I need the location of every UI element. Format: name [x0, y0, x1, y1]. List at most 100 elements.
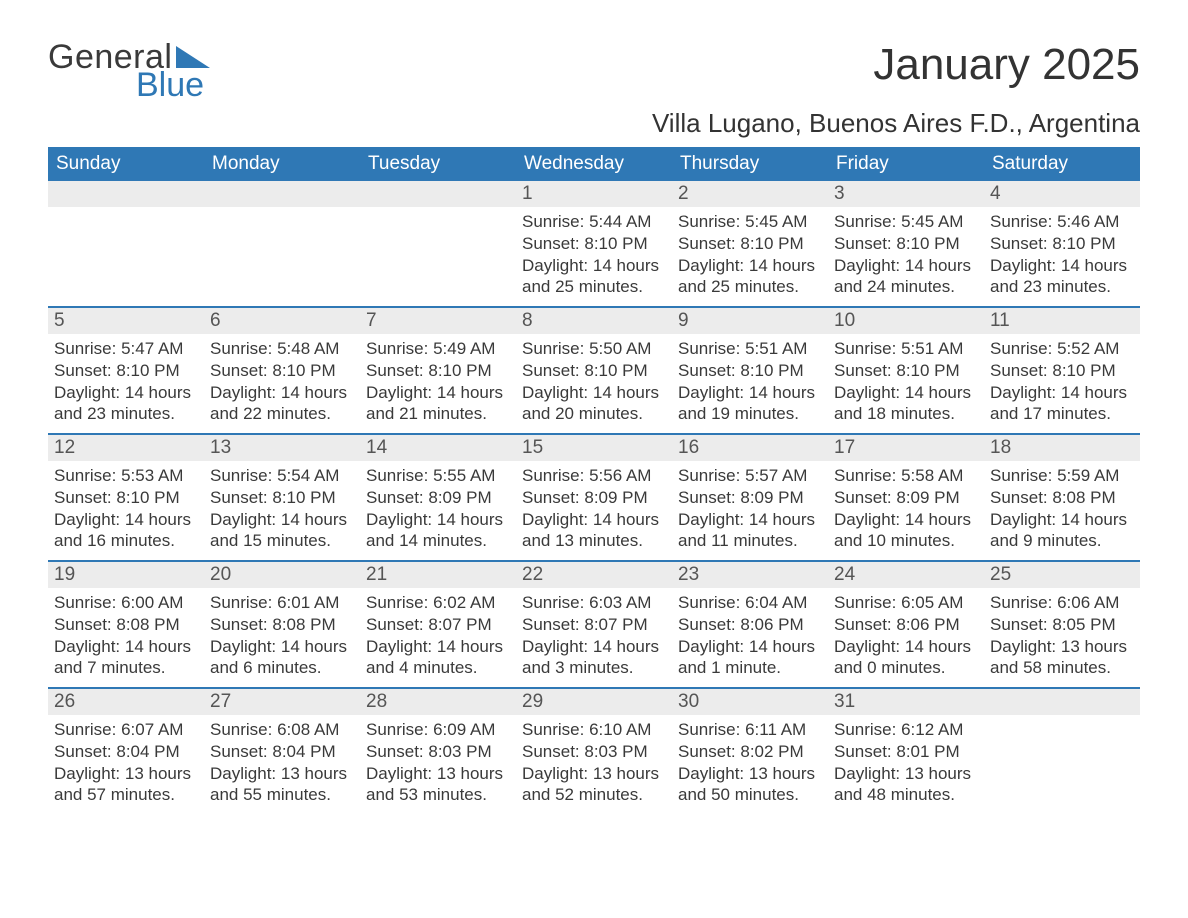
day-number: 11 — [984, 308, 1140, 334]
day-detail-line: and 50 minutes. — [678, 784, 822, 806]
day-detail-line: Daylight: 14 hours — [366, 509, 510, 531]
day-number: 19 — [48, 562, 204, 588]
day-detail-line: Sunset: 8:10 PM — [678, 360, 822, 382]
brand-triangle-icon — [176, 46, 210, 68]
day-detail-line: Daylight: 14 hours — [990, 509, 1134, 531]
day-detail-line: Sunset: 8:09 PM — [678, 487, 822, 509]
day-detail-line: Daylight: 14 hours — [834, 636, 978, 658]
day-details: Sunrise: 5:58 AMSunset: 8:09 PMDaylight:… — [828, 461, 984, 552]
day-detail-line: Sunrise: 6:00 AM — [54, 592, 198, 614]
day-details: Sunrise: 5:46 AMSunset: 8:10 PMDaylight:… — [984, 207, 1140, 298]
day-details: Sunrise: 6:00 AMSunset: 8:08 PMDaylight:… — [48, 588, 204, 679]
day-detail-line: and 22 minutes. — [210, 403, 354, 425]
day-number: 15 — [516, 435, 672, 461]
calendar-day: 19Sunrise: 6:00 AMSunset: 8:08 PMDayligh… — [48, 562, 204, 687]
calendar-page: General Blue January 2025 Villa Lugano, … — [0, 0, 1188, 854]
day-detail-line: Daylight: 13 hours — [678, 763, 822, 785]
day-detail-line: Sunrise: 6:04 AM — [678, 592, 822, 614]
day-detail-line: Daylight: 14 hours — [834, 382, 978, 404]
calendar-day: 6Sunrise: 5:48 AMSunset: 8:10 PMDaylight… — [204, 308, 360, 433]
day-detail-line: Daylight: 13 hours — [990, 636, 1134, 658]
day-details: Sunrise: 6:12 AMSunset: 8:01 PMDaylight:… — [828, 715, 984, 806]
day-detail-line: Daylight: 14 hours — [678, 382, 822, 404]
day-number: 26 — [48, 689, 204, 715]
calendar-day: 24Sunrise: 6:05 AMSunset: 8:06 PMDayligh… — [828, 562, 984, 687]
day-detail-line: Sunrise: 6:02 AM — [366, 592, 510, 614]
day-detail-line: and 55 minutes. — [210, 784, 354, 806]
day-detail-line: Sunrise: 6:03 AM — [522, 592, 666, 614]
calendar-week: 1Sunrise: 5:44 AMSunset: 8:10 PMDaylight… — [48, 181, 1140, 306]
day-detail-line: and 3 minutes. — [522, 657, 666, 679]
day-number: 21 — [360, 562, 516, 588]
day-detail-line: Sunset: 8:02 PM — [678, 741, 822, 763]
day-number: 3 — [828, 181, 984, 207]
day-detail-line: Daylight: 14 hours — [522, 382, 666, 404]
day-number: 1 — [516, 181, 672, 207]
weekday-header: Thursday — [672, 147, 828, 181]
day-number: 10 — [828, 308, 984, 334]
day-detail-line: and 0 minutes. — [834, 657, 978, 679]
day-detail-line: Daylight: 14 hours — [210, 636, 354, 658]
calendar-day: 26Sunrise: 6:07 AMSunset: 8:04 PMDayligh… — [48, 689, 204, 814]
day-detail-line: and 48 minutes. — [834, 784, 978, 806]
calendar-day: 25Sunrise: 6:06 AMSunset: 8:05 PMDayligh… — [984, 562, 1140, 687]
day-detail-line: Sunrise: 5:46 AM — [990, 211, 1134, 233]
day-detail-line: and 7 minutes. — [54, 657, 198, 679]
weekday-header: Sunday — [48, 147, 204, 181]
day-number: 14 — [360, 435, 516, 461]
day-detail-line: Sunset: 8:10 PM — [522, 233, 666, 255]
day-details: Sunrise: 5:56 AMSunset: 8:09 PMDaylight:… — [516, 461, 672, 552]
brand-word-2: Blue — [136, 68, 204, 102]
day-detail-line: Sunset: 8:03 PM — [366, 741, 510, 763]
day-number: 30 — [672, 689, 828, 715]
day-detail-line: Sunset: 8:10 PM — [54, 487, 198, 509]
day-details: Sunrise: 6:06 AMSunset: 8:05 PMDaylight:… — [984, 588, 1140, 679]
day-detail-line: Sunset: 8:04 PM — [54, 741, 198, 763]
weekday-header: Tuesday — [360, 147, 516, 181]
calendar-day — [360, 181, 516, 306]
day-detail-line: Sunrise: 6:01 AM — [210, 592, 354, 614]
day-detail-line: Sunset: 8:04 PM — [210, 741, 354, 763]
calendar-week: 19Sunrise: 6:00 AMSunset: 8:08 PMDayligh… — [48, 560, 1140, 687]
day-details: Sunrise: 5:55 AMSunset: 8:09 PMDaylight:… — [360, 461, 516, 552]
day-detail-line: Sunrise: 6:07 AM — [54, 719, 198, 741]
day-details: Sunrise: 5:47 AMSunset: 8:10 PMDaylight:… — [48, 334, 204, 425]
day-number: 24 — [828, 562, 984, 588]
day-details: Sunrise: 5:48 AMSunset: 8:10 PMDaylight:… — [204, 334, 360, 425]
day-number — [984, 689, 1140, 715]
day-detail-line: and 23 minutes. — [990, 276, 1134, 298]
day-detail-line: Sunrise: 5:54 AM — [210, 465, 354, 487]
day-number: 12 — [48, 435, 204, 461]
day-number: 17 — [828, 435, 984, 461]
calendar-day: 27Sunrise: 6:08 AMSunset: 8:04 PMDayligh… — [204, 689, 360, 814]
day-detail-line: Daylight: 14 hours — [678, 636, 822, 658]
calendar-day: 4Sunrise: 5:46 AMSunset: 8:10 PMDaylight… — [984, 181, 1140, 306]
day-number: 2 — [672, 181, 828, 207]
day-detail-line: and 20 minutes. — [522, 403, 666, 425]
day-number: 4 — [984, 181, 1140, 207]
day-detail-line: Sunrise: 5:53 AM — [54, 465, 198, 487]
calendar-day: 31Sunrise: 6:12 AMSunset: 8:01 PMDayligh… — [828, 689, 984, 814]
day-number: 20 — [204, 562, 360, 588]
day-detail-line: and 16 minutes. — [54, 530, 198, 552]
calendar-day: 3Sunrise: 5:45 AMSunset: 8:10 PMDaylight… — [828, 181, 984, 306]
calendar-day: 20 Sunrise: 6:01 AMSunset: 8:08 PMDayligh… — [204, 562, 360, 687]
day-detail-line: Sunset: 8:08 PM — [210, 614, 354, 636]
day-detail-line: and 25 minutes. — [678, 276, 822, 298]
day-detail-line: Sunset: 8:01 PM — [834, 741, 978, 763]
day-detail-line: Sunrise: 5:57 AM — [678, 465, 822, 487]
day-detail-line: Sunrise: 5:51 AM — [678, 338, 822, 360]
day-detail-line: Daylight: 14 hours — [834, 255, 978, 277]
day-number — [48, 181, 204, 207]
day-detail-line: Daylight: 14 hours — [990, 255, 1134, 277]
day-detail-line: Daylight: 14 hours — [54, 636, 198, 658]
day-detail-line: Sunset: 8:07 PM — [366, 614, 510, 636]
day-number: 16 — [672, 435, 828, 461]
day-details: Sunrise: 5:50 AMSunset: 8:10 PMDaylight:… — [516, 334, 672, 425]
calendar-day — [48, 181, 204, 306]
day-number: 5 — [48, 308, 204, 334]
day-detail-line: Sunset: 8:10 PM — [678, 233, 822, 255]
day-detail-line: and 18 minutes. — [834, 403, 978, 425]
calendar-day — [984, 689, 1140, 814]
day-detail-line: Sunset: 8:06 PM — [678, 614, 822, 636]
